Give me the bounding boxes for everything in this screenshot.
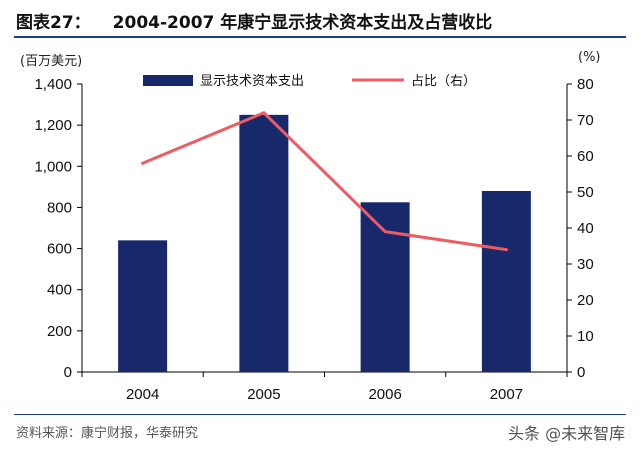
right-tick-label: 10 [577, 328, 594, 345]
right-tick-label: 20 [577, 292, 594, 309]
x-tick-label: 2006 [368, 386, 401, 403]
left-tick-label: 800 [47, 199, 72, 216]
capex-bar [239, 114, 289, 372]
chart-title: 图表27： 2004-2007 年康宁显示技术资本支出及占营收比 [16, 8, 492, 33]
figure-label: 图表27： [16, 13, 91, 33]
share-point [141, 161, 145, 165]
legend-line-label: 占比（右） [411, 74, 476, 89]
share-line [141, 111, 508, 252]
left-tick-label: 600 [47, 241, 72, 258]
right-tick-label: 80 [577, 76, 594, 93]
left-tick-label: 1,200 [34, 117, 72, 134]
capex-bar [360, 202, 410, 372]
right-tick-label: 50 [577, 184, 594, 201]
source-rule [14, 414, 626, 415]
capex-bar [118, 240, 168, 372]
x-tick-label: 2007 [490, 386, 523, 403]
right-axis-unit: (%) [578, 50, 601, 65]
x-tick-label: 2005 [247, 386, 280, 403]
left-tick-label: 1,000 [34, 158, 72, 175]
right-tick-label: 30 [577, 256, 594, 273]
title-rule [14, 36, 626, 38]
left-tick-label: 400 [47, 282, 72, 299]
left-axis-unit: (百万美元) [20, 54, 83, 69]
figure-title: 2004-2007 年康宁显示技术资本支出及占营收比 [112, 13, 493, 33]
left-tick-label: 0 [64, 364, 72, 381]
right-tick-label: 0 [577, 364, 585, 381]
capex-bar [481, 190, 531, 372]
watermark: 头条 @未来智库 [508, 424, 626, 443]
source-note: 资料来源：康宁财报，华泰研究 [16, 426, 199, 441]
left-tick-label: 1,400 [34, 76, 72, 93]
x-tick-label: 2004 [126, 386, 159, 403]
share-point [504, 248, 508, 252]
left-tick-label: 200 [47, 323, 72, 340]
legend-bar-swatch [143, 75, 193, 86]
legend-bar-label: 显示技术资本支出 [200, 74, 304, 89]
share-point [262, 111, 266, 115]
right-tick-label: 60 [577, 148, 594, 165]
share-point [383, 230, 387, 234]
right-tick-label: 40 [577, 220, 594, 237]
right-tick-label: 70 [577, 112, 594, 129]
